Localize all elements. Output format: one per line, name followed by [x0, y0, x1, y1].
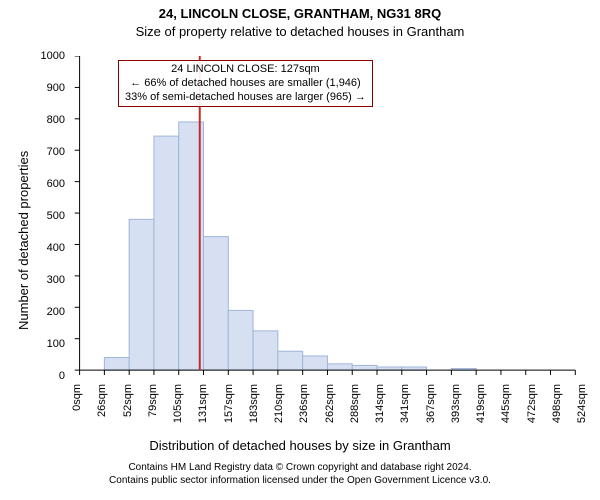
- x-tick-label: 314sqm: [374, 345, 386, 384]
- property-annotation: 24 LINCOLN CLOSE: 127sqm ← 66% of detach…: [118, 60, 373, 107]
- x-tick-label: 472sqm: [526, 345, 538, 384]
- x-tick-label: 0sqm: [71, 357, 83, 384]
- y-tick-label: 1000: [0, 50, 65, 62]
- chart-subtitle: Size of property relative to detached ho…: [0, 24, 600, 39]
- x-tick-label: 393sqm: [450, 345, 462, 384]
- x-tick-label: 498sqm: [551, 345, 563, 384]
- chart-title: 24, LINCOLN CLOSE, GRANTHAM, NG31 8RQ: [0, 6, 600, 21]
- x-tick-label: 524sqm: [576, 345, 588, 384]
- y-tick-label: 600: [0, 178, 65, 190]
- histogram-bar: [154, 136, 179, 370]
- x-tick-label: 52sqm: [122, 351, 134, 384]
- x-tick-label: 26sqm: [96, 351, 108, 384]
- x-tick-label: 367sqm: [425, 345, 437, 384]
- x-tick-label: 262sqm: [324, 345, 336, 384]
- x-tick-label: 419sqm: [475, 345, 487, 384]
- y-tick-label: 800: [0, 114, 65, 126]
- x-tick-label: 236sqm: [298, 345, 310, 384]
- x-axis-label: Distribution of detached houses by size …: [0, 438, 600, 453]
- x-tick-label: 79sqm: [147, 351, 159, 384]
- x-tick-label: 183sqm: [248, 345, 260, 384]
- y-tick-label: 300: [0, 274, 65, 286]
- y-tick-label: 0: [0, 370, 65, 382]
- x-tick-label: 288sqm: [349, 345, 361, 384]
- x-tick-label: 131sqm: [197, 345, 209, 384]
- y-tick-label: 900: [0, 82, 65, 94]
- y-tick-label: 700: [0, 146, 65, 158]
- x-tick-label: 157sqm: [223, 345, 235, 384]
- histogram-bar: [129, 219, 154, 370]
- y-tick-label: 500: [0, 210, 65, 222]
- y-tick-label: 100: [0, 338, 65, 350]
- y-tick-label: 200: [0, 306, 65, 318]
- x-tick-label: 210sqm: [273, 345, 285, 384]
- chart-container: 24, LINCOLN CLOSE, GRANTHAM, NG31 8RQ Si…: [0, 0, 600, 500]
- x-tick-label: 341sqm: [399, 345, 411, 384]
- y-tick-label: 400: [0, 242, 65, 254]
- x-tick-label: 445sqm: [500, 345, 512, 384]
- x-tick-labels: 0sqm26sqm52sqm79sqm105sqm131sqm157sqm183…: [0, 384, 600, 444]
- x-tick-label: 105sqm: [172, 345, 184, 384]
- attribution-footer: Contains HM Land Registry data © Crown c…: [0, 462, 600, 487]
